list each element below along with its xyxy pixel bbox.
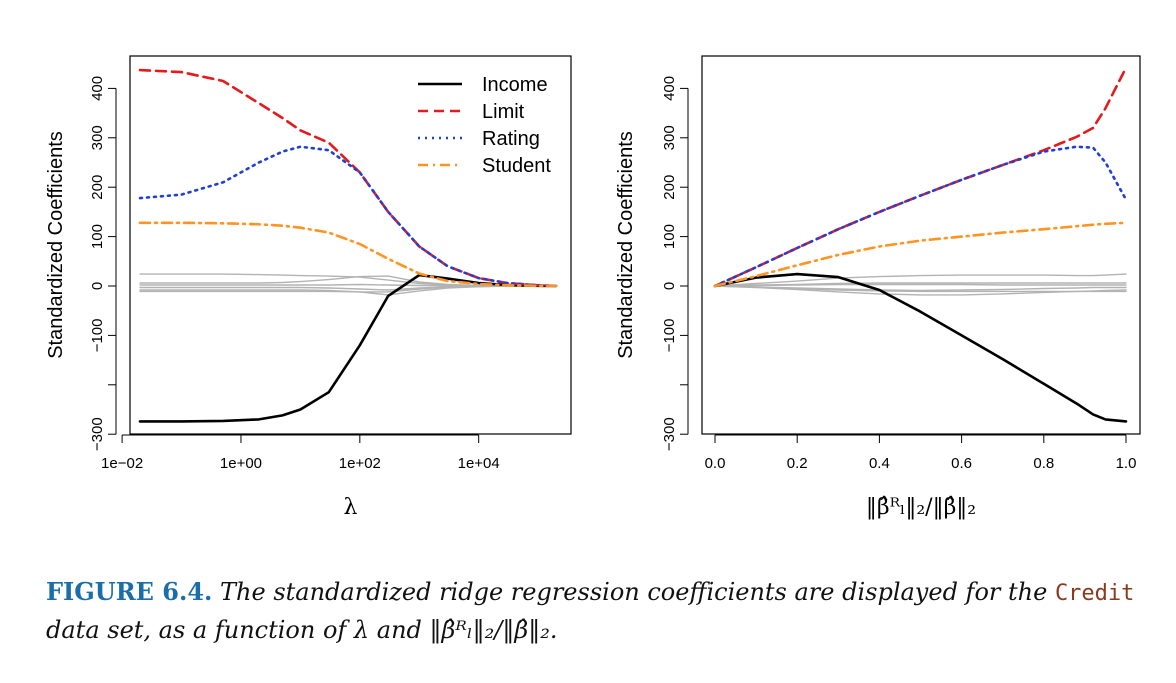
series-line-income (138, 273, 558, 423)
x-tick-label: 1e−02 (101, 455, 143, 472)
legend-label-limit: Limit (482, 101, 525, 123)
x-tick-label: 1e+00 (220, 455, 262, 472)
caption-text-1: The standardized ridge regression coeffi… (212, 578, 1055, 606)
x-axis-label: λ (344, 495, 358, 520)
plot-frame (701, 55, 1141, 435)
x-tick-label: 1e+02 (339, 455, 381, 472)
y-axis-label: Standardized Coefficients (45, 131, 67, 359)
caption-norm-ratio: ‖β̂ᴿₗ‖₂/‖β̂‖₂ (429, 616, 550, 644)
series-line-student (713, 221, 1128, 288)
y-tick-label: −300 (89, 417, 106, 451)
y-tick-label: 200 (661, 175, 678, 200)
series-line-income (713, 272, 1128, 423)
caption-text-4: . (549, 616, 558, 644)
series-line-limit (713, 66, 1128, 288)
figure-label: FIGURE 6.4. (46, 577, 213, 606)
x-axis-label: ‖β̂ᴿₗ‖₂/‖β̂‖₂ (866, 495, 976, 520)
caption-text-3: and (369, 616, 430, 644)
x-tick-label: 0.4 (869, 455, 890, 472)
figure-caption: FIGURE 6.4. The standardized ridge regre… (46, 574, 1166, 648)
x-tick-label: 1.0 (1116, 455, 1137, 472)
figure: −300 −100 0 100 200 300 400 1e−02 1e+00 1e+02 1e+0… (45, 55, 1141, 520)
y-tick-label: 300 (661, 125, 678, 150)
series-line-rating (138, 145, 558, 288)
series-line-other-variable (714, 283, 1127, 287)
y-tick-label: −100 (661, 319, 678, 353)
caption-lambda: λ (353, 616, 370, 644)
x-tick-label: 0.8 (1033, 455, 1054, 472)
series-line-other-variable (714, 285, 1127, 293)
y-tick-label: 400 (89, 76, 106, 101)
y-tick-label: 400 (661, 76, 678, 101)
y-tick-label: 100 (89, 224, 106, 249)
caption-text-2: data set, as a function of (46, 616, 354, 644)
x-tick-label: 0.2 (787, 455, 808, 472)
x-tick-label: 1e+04 (458, 455, 500, 472)
left-panel: −300 −100 0 100 200 300 400 1e−02 1e+00 1e+02 1e+0… (45, 55, 572, 520)
y-tick-label: 0 (661, 282, 678, 290)
right-panel: −300 −100 0 100 200 300 400 0.0 0.2 0.4 0.6 0.8 1.0 S… (615, 55, 1141, 520)
series-line-rating (713, 145, 1128, 288)
y-tick-label: 300 (89, 125, 106, 150)
dataset-name: Credit (1054, 581, 1135, 606)
y-tick-label: −300 (661, 417, 678, 451)
series-line-student (138, 221, 558, 288)
legend-label-rating: Rating (482, 128, 540, 150)
y-tick-label: −100 (89, 319, 106, 353)
y-tick-label: 100 (661, 224, 678, 249)
series-line-other-variable (714, 273, 1127, 287)
series-line-other-variable (139, 285, 557, 293)
x-tick-label: 0.6 (951, 455, 972, 472)
y-tick-label: 200 (89, 175, 106, 200)
y-axis-label: Standardized Coefficients (615, 131, 637, 359)
x-tick-label: 0.0 (705, 455, 726, 472)
y-tick-label: 0 (89, 282, 106, 290)
legend-label-income: Income (482, 74, 548, 96)
plot-frame (129, 55, 572, 435)
legend-label-student: Student (482, 155, 551, 177)
